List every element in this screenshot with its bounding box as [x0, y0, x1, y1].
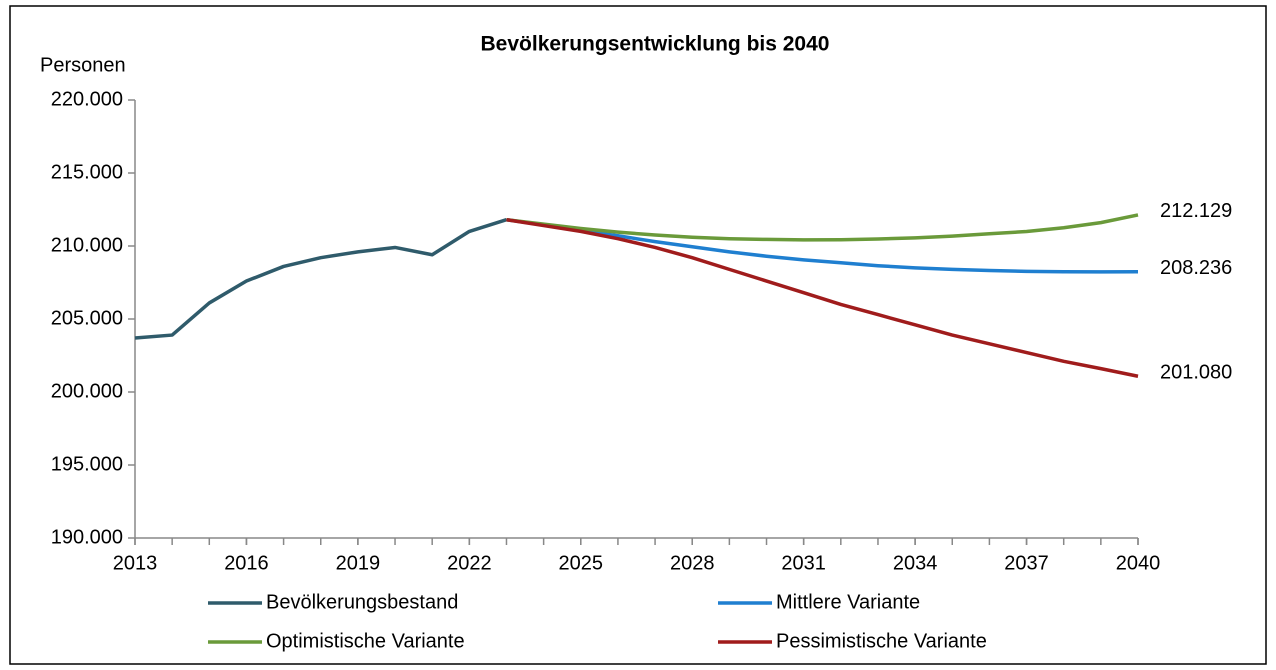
y-tick-label: 190.000 [51, 526, 123, 548]
legend-label: Bevölkerungsbestand [266, 591, 458, 613]
x-tick-label: 2034 [893, 552, 938, 574]
x-tick-label: 2040 [1116, 552, 1161, 574]
series-line [134, 218, 508, 340]
series-line [506, 213, 1139, 242]
legend-label: Pessimistische Variante [776, 630, 987, 652]
series-line [506, 217, 1139, 274]
legend-label: Mittlere Variante [776, 591, 920, 613]
x-tick-label: 2013 [113, 552, 158, 574]
y-axis-label: Personen [40, 54, 126, 76]
series-line [506, 217, 1139, 378]
y-tick-label: 200.000 [51, 380, 123, 402]
end-label: 201.080 [1160, 362, 1232, 384]
x-tick-label: 2019 [336, 552, 381, 574]
end-label: 208.236 [1160, 257, 1232, 279]
legend-label: Optimistische Variante [266, 630, 465, 652]
y-tick-label: 220.000 [51, 88, 123, 110]
frame [9, 5, 1267, 665]
x-tick-label: 2022 [447, 552, 492, 574]
y-tick-label: 205.000 [51, 307, 123, 329]
y-tick-label: 215.000 [51, 161, 123, 183]
x-tick-label: 2016 [224, 552, 269, 574]
end-label: 212.129 [1160, 200, 1232, 222]
y-tick-label: 210.000 [51, 234, 123, 256]
y-tick-label: 195.000 [51, 453, 123, 475]
x-tick-label: 2037 [1004, 552, 1049, 574]
x-tick-label: 2028 [670, 552, 715, 574]
chart-title: Bevölkerungsentwicklung bis 2040 [481, 33, 830, 56]
x-tick-label: 2025 [559, 552, 604, 574]
x-tick-label: 2031 [781, 552, 826, 574]
